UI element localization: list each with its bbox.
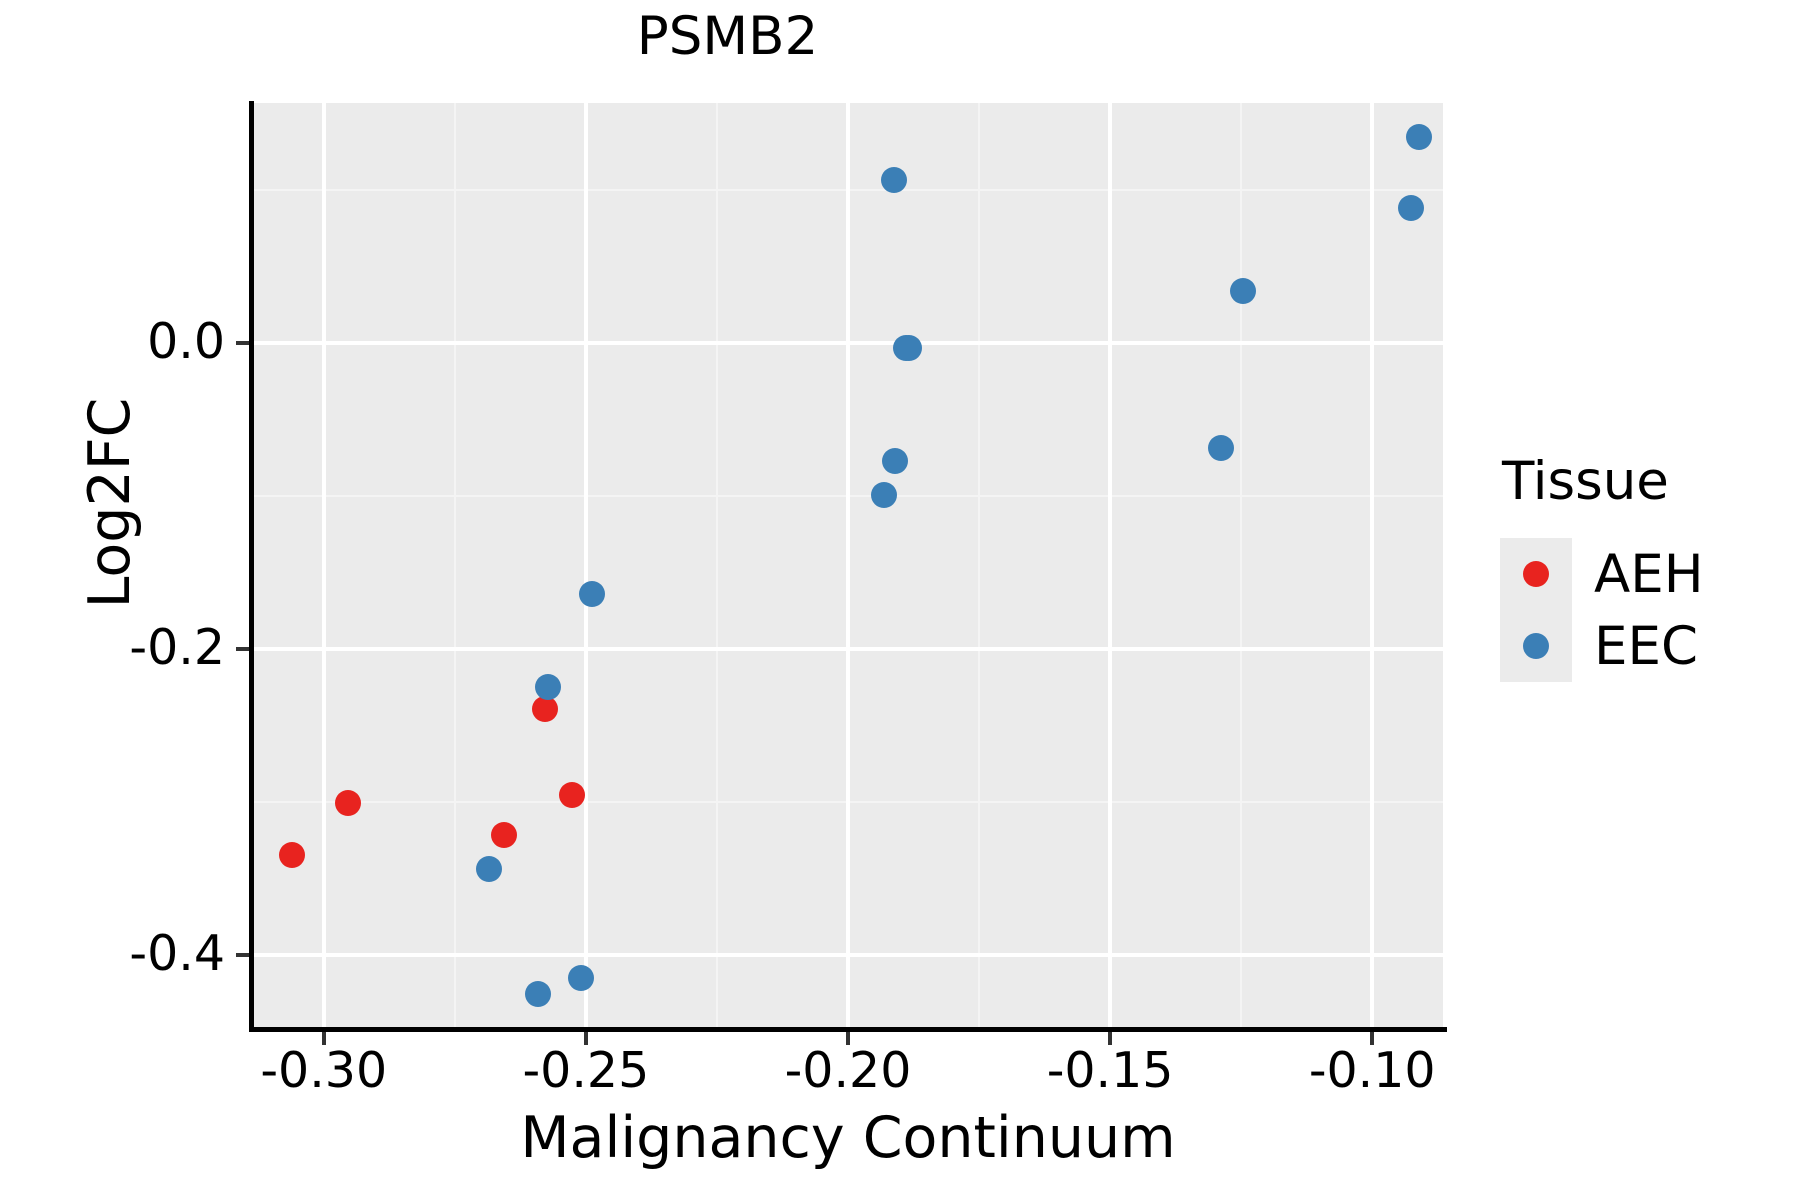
y-tick [236,340,249,345]
data-point-eec [1398,194,1425,221]
x-tick [1108,1032,1113,1045]
y-axis-line [249,101,254,1030]
legend-item-eec[interactable]: EEC [1500,610,1790,682]
data-point-eec [567,965,594,992]
data-point-eec [535,674,562,701]
legend-key [1500,538,1572,610]
x-tick [1370,1032,1375,1045]
x-axis-line [249,1027,1447,1032]
x-axis-title: Malignancy Continuum [520,1105,1176,1171]
data-point-aeh [559,782,586,809]
gridline-major-y [253,953,1443,958]
gridline-minor-x [978,103,981,1028]
x-tick-label: -0.20 [784,1042,912,1099]
data-point-eec [880,167,907,194]
gridline-major-y [253,646,1443,651]
data-point-eec [881,448,908,475]
x-tick-label: -0.25 [522,1042,650,1099]
gridline-major-x [846,103,850,1028]
data-point-eec [1230,278,1257,305]
gridline-minor-x [1240,103,1243,1028]
x-tick-label: -0.15 [1046,1042,1174,1099]
legend-dot-icon [1523,633,1549,659]
legend-item-aeh[interactable]: AEH [1500,538,1790,610]
data-point-aeh [490,822,517,849]
data-point-aeh [334,789,361,816]
x-tick [321,1032,326,1045]
legend: Tissue AEH EEC [1500,455,1790,682]
y-axis-title: Log2FC [77,397,143,609]
legend-title: Tissue [1502,451,1669,512]
data-point-eec [1406,124,1433,151]
data-point-eec [1208,435,1235,462]
y-tick-label: -0.4 [129,925,225,983]
gridline-major-x [1370,103,1375,1028]
data-point-eec [871,482,898,509]
page-title: PSMB2 [636,6,819,67]
gridline-minor-x [715,103,718,1028]
legend-key [1500,610,1572,682]
data-point-eec [475,855,502,882]
data-point-eec [579,580,606,607]
x-tick-label: -0.10 [1308,1042,1436,1099]
gridline-major-x [1108,103,1113,1028]
legend-dot-icon [1523,561,1549,587]
y-tick-label: 0.0 [147,312,225,370]
y-tick-label: -0.2 [129,618,225,676]
legend-items: AEH EEC [1500,538,1790,682]
y-tick [236,646,249,651]
gridline-major-x [583,103,588,1028]
gridline-major-x [321,103,326,1028]
x-tick-label: -0.30 [260,1042,388,1099]
legend-label: AEH [1594,543,1704,605]
gridline-minor-x [453,103,456,1028]
gridline-major-y [253,340,1443,345]
plot-panel [253,103,1443,1028]
data-point-aeh [279,841,306,868]
x-tick [846,1032,850,1045]
data-point-aeh [531,696,558,723]
legend-label: EEC [1594,615,1698,677]
data-point-eec [525,981,552,1008]
y-tick [236,953,249,958]
data-point-eec [895,335,922,362]
x-tick [583,1032,588,1045]
